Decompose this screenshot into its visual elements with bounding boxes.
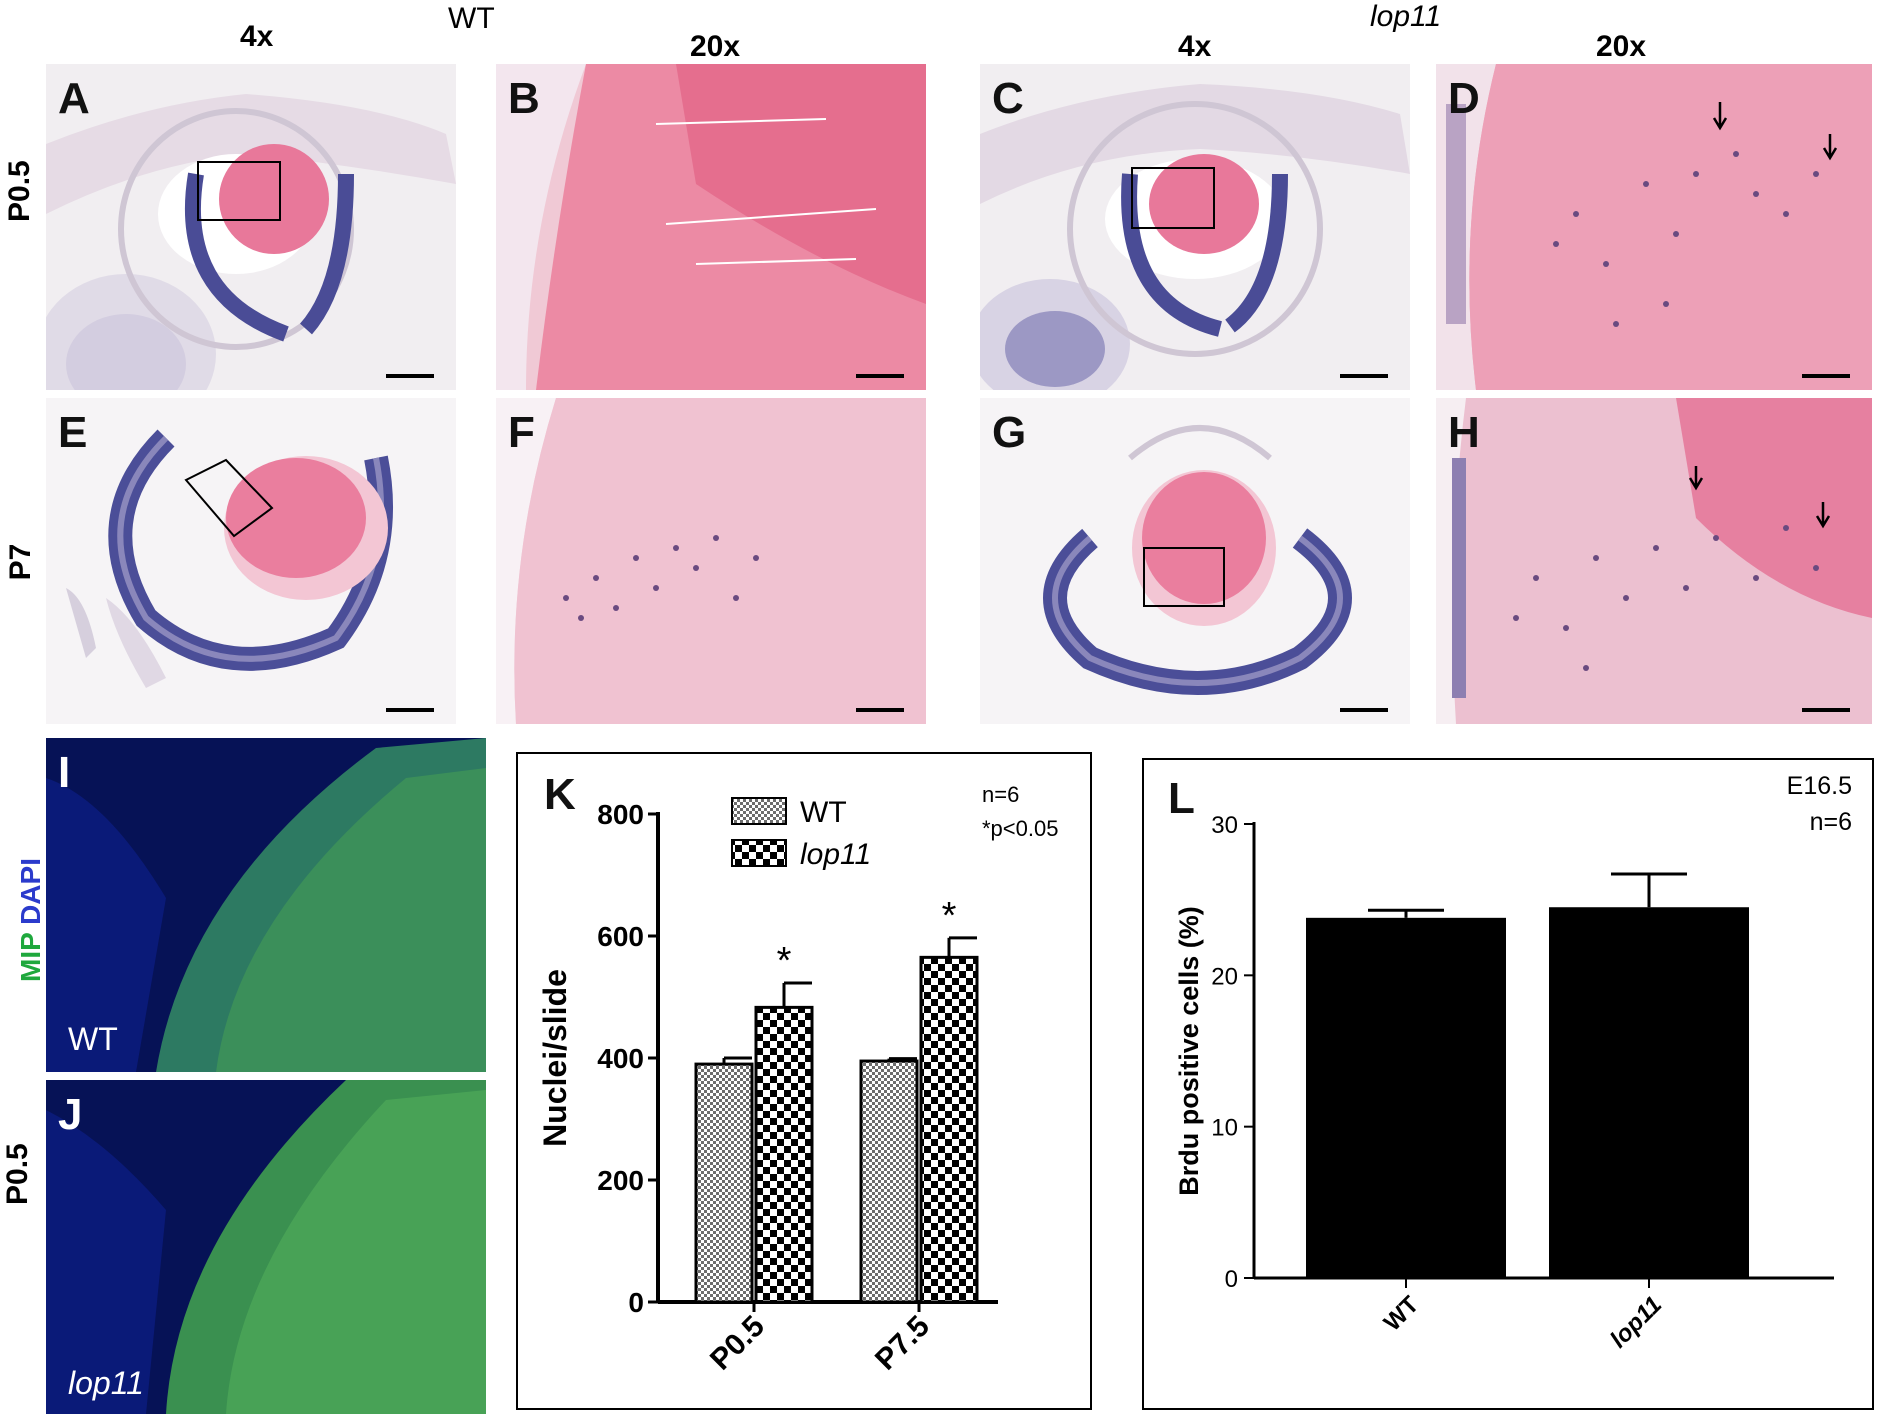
panel-g-image bbox=[1043, 425, 1352, 695]
scale-bar bbox=[386, 374, 434, 378]
scale-bar bbox=[1340, 374, 1388, 378]
y-tick-label: 30 bbox=[1211, 812, 1238, 839]
significance-star: * bbox=[942, 895, 957, 937]
y-tick-label: 0 bbox=[628, 1287, 644, 1318]
panel-label-c: C bbox=[992, 74, 1024, 123]
x-tick-label: P0.5 bbox=[704, 1310, 771, 1377]
x-tick-label: WT bbox=[1379, 1291, 1425, 1337]
panel-e-histology: E bbox=[46, 398, 456, 724]
scale-bar bbox=[856, 374, 904, 378]
panel-i-fluorescence: I WT bbox=[46, 738, 486, 1072]
scale-bar bbox=[386, 708, 434, 712]
fluor-label-wt: WT bbox=[68, 1021, 118, 1057]
panel-label-j: J bbox=[58, 1090, 83, 1139]
y-tick-label: 400 bbox=[597, 1043, 644, 1074]
legend-label: WT bbox=[800, 796, 847, 829]
column-header-20x-wt: 20x bbox=[690, 30, 741, 63]
panel-a-image bbox=[46, 94, 456, 390]
scale-bar bbox=[856, 708, 904, 712]
chart-l-svg: 0 10 20 30 Brdu positive cells (%) WT lop11 E16… bbox=[1174, 772, 1852, 1353]
y-tick-label: 600 bbox=[597, 921, 644, 952]
panel-label-b: B bbox=[508, 74, 540, 123]
panel-c-image bbox=[980, 84, 1410, 390]
bar-lop11 bbox=[1549, 907, 1749, 1278]
annotation-p: *p<0.05 bbox=[982, 816, 1058, 841]
group-header-lop11: lop11 bbox=[1370, 0, 1442, 33]
panel-label-a: A bbox=[58, 74, 90, 123]
panel-label-d: D bbox=[1448, 74, 1480, 123]
panel-label-f: F bbox=[508, 408, 535, 457]
scale-bar bbox=[1802, 374, 1850, 378]
legend-swatch bbox=[731, 839, 787, 867]
panel-a-histology: A bbox=[46, 64, 456, 390]
bar-lop11-0 bbox=[754, 1005, 814, 1304]
x-tick-label: P7.5 bbox=[869, 1310, 936, 1377]
annotation-stage: E16.5 bbox=[1787, 772, 1852, 800]
x-tick-label: lop11 bbox=[1605, 1291, 1667, 1353]
chart-k-box: 0 200 400 600 800 Nuclei/slide * P0.5 * P7.5 WT lop… bbox=[516, 752, 1092, 1410]
bar-lop11-1 bbox=[919, 955, 979, 1304]
chart-k-svg: 0 200 400 600 800 Nuclei/slide * P0.5 * P7.5 WT lop… bbox=[537, 782, 1058, 1377]
y-axis-label: Nuclei/slide bbox=[537, 969, 573, 1147]
group-header-wt: WT bbox=[448, 2, 495, 35]
y-tick-label: 800 bbox=[597, 799, 644, 830]
panel-i-image bbox=[46, 738, 486, 1072]
y-tick-label: 20 bbox=[1211, 963, 1238, 990]
panel-f-image bbox=[496, 398, 926, 724]
y-tick-label: 0 bbox=[1225, 1266, 1238, 1293]
panel-g-histology: G bbox=[980, 398, 1410, 724]
panel-label-g: G bbox=[992, 408, 1027, 457]
legend-swatch bbox=[731, 797, 787, 825]
panel-label-e: E bbox=[58, 408, 88, 457]
panel-h-histology: H bbox=[1436, 398, 1872, 724]
panel-label-l: L bbox=[1168, 774, 1195, 823]
row-label-p05: P0.5 bbox=[3, 160, 36, 222]
bar-wt bbox=[1306, 917, 1506, 1278]
panel-h-image bbox=[1436, 398, 1872, 724]
chart-l-box: 0 10 20 30 Brdu positive cells (%) WT lop11 E16… bbox=[1142, 758, 1874, 1410]
stain-mip: MIP bbox=[15, 932, 46, 982]
row-label-fluor-p05: P0.5 bbox=[1, 1143, 34, 1205]
panel-b-image bbox=[496, 64, 926, 390]
column-header-4x-lop11: 4x bbox=[1178, 30, 1212, 63]
panel-label-k: K bbox=[544, 770, 576, 819]
scale-bar bbox=[1340, 708, 1388, 712]
panel-j-fluorescence: J lop11 bbox=[46, 1080, 486, 1414]
panel-j-image bbox=[46, 1080, 486, 1414]
panel-b-histology: B bbox=[496, 64, 926, 390]
significance-star: * bbox=[777, 940, 792, 982]
fluor-label-lop11: lop11 bbox=[68, 1365, 144, 1401]
legend-label: lop11 bbox=[800, 838, 871, 871]
annotation-n: n=6 bbox=[982, 782, 1019, 807]
panel-c-histology: C bbox=[980, 64, 1410, 390]
y-tick-label: 10 bbox=[1211, 1115, 1238, 1142]
stain-dapi: DAPI bbox=[15, 858, 46, 925]
panel-e-image bbox=[66, 429, 393, 688]
column-header-20x-lop11: 20x bbox=[1596, 30, 1647, 63]
scale-bar bbox=[1802, 708, 1850, 712]
y-axis-label: Brdu positive cells (%) bbox=[1174, 906, 1204, 1196]
row-label-p7: P7 bbox=[4, 543, 37, 581]
panel-f-histology: F bbox=[496, 398, 926, 724]
annotation-n: n=6 bbox=[1810, 808, 1852, 836]
panel-label-h: H bbox=[1448, 408, 1480, 457]
panel-label-i: I bbox=[58, 748, 71, 797]
bar-wt-0 bbox=[694, 1062, 754, 1304]
column-header-4x-wt: 4x bbox=[240, 20, 274, 53]
panel-d-histology: D bbox=[1436, 64, 1872, 390]
panel-d-image bbox=[1436, 64, 1872, 390]
y-tick-label: 200 bbox=[597, 1165, 644, 1196]
bar-wt-1 bbox=[859, 1059, 919, 1304]
